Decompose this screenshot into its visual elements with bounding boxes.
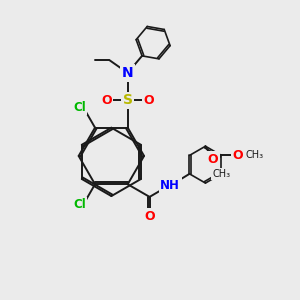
Text: O: O bbox=[208, 153, 218, 166]
Text: Cl: Cl bbox=[73, 100, 86, 113]
Text: CH₃: CH₃ bbox=[245, 150, 263, 161]
Text: CH₃: CH₃ bbox=[212, 169, 230, 179]
Text: O: O bbox=[144, 210, 155, 223]
Text: N: N bbox=[122, 66, 134, 80]
Text: O: O bbox=[101, 94, 112, 107]
Text: NH: NH bbox=[160, 178, 180, 191]
Text: O: O bbox=[232, 149, 243, 162]
Text: O: O bbox=[144, 94, 154, 107]
Text: S: S bbox=[123, 93, 133, 107]
Text: Cl: Cl bbox=[73, 198, 86, 212]
